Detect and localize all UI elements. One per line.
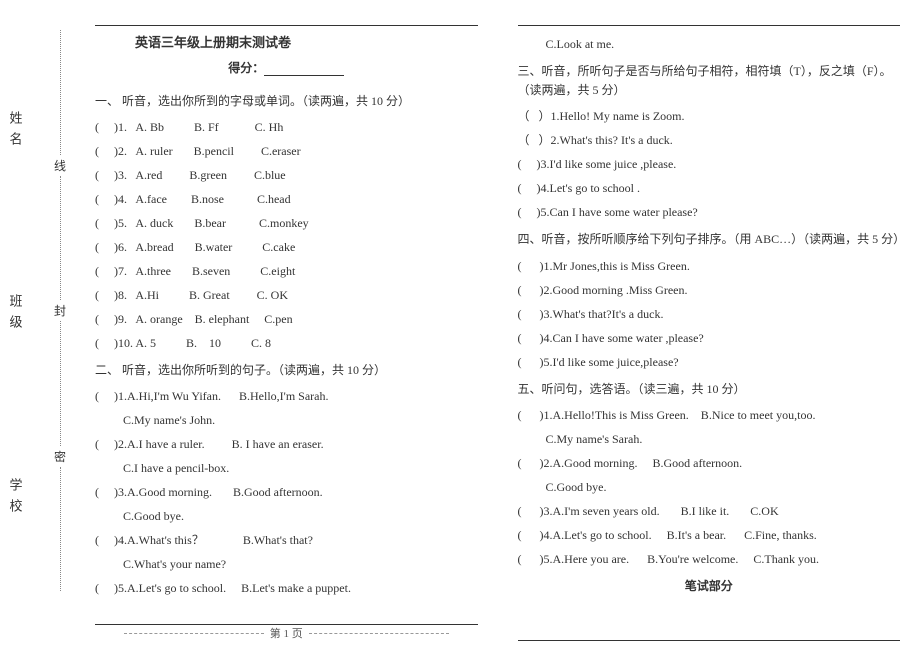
q: ( )4. A.face B.nose C.head — [95, 190, 478, 208]
q: ( )5.Can I have some water please? — [518, 203, 901, 221]
q: ( )3.What's that?It's a duck. — [518, 305, 901, 323]
q: ( )5.A.Here you are. B.You're welcome. C… — [518, 550, 901, 568]
label-school: 学校 — [6, 478, 25, 520]
right-column: C.Look at me. 三、听音，所听句子是否与所给句子相符，相符填（T），… — [518, 25, 901, 641]
q: ( )1.Mr Jones,this is Miss Green. — [518, 257, 901, 275]
q: ( )1. A. Bb B. Ff C. Hh — [95, 118, 478, 136]
fold-char: 封 — [54, 302, 66, 319]
q: ( )10. A. 5 B. 10 C. 8 — [95, 334, 478, 352]
q: ( )3.A.I'm seven years old. B.I like it.… — [518, 502, 901, 520]
q: ( )2.A.I have a ruler. B. I have an eras… — [95, 435, 478, 453]
q: ( )1.A.Hello!This is Miss Green. B.Nice … — [518, 406, 901, 424]
q-sub: C.My name's Sarah. — [546, 430, 901, 448]
q: ( )9. A. orange B. elephant C.pen — [95, 310, 478, 328]
q: ( )2.A.Good morning. B.Good afternoon. — [518, 454, 901, 472]
q: ( )5. A. duck B.bear C.monkey — [95, 214, 478, 232]
q: ( )2.Good morning .Miss Green. — [518, 281, 901, 299]
score-line: 得分： — [95, 59, 478, 76]
q-sub: C.Look at me. — [546, 35, 901, 53]
q: ( )8. A.Hi B. Great C. OK — [95, 286, 478, 304]
page-number: 第 1 页 — [270, 625, 303, 641]
q: ( )2. A. ruler B.pencil C.eraser — [95, 142, 478, 160]
section1-head: 一、 听音，选出你所到的字母或单词。（读两遍，共 10 分） — [95, 92, 478, 111]
q: ( )4.Let's go to school . — [518, 179, 901, 197]
label-name: 姓名 — [6, 111, 25, 153]
q: （ ）1.Hello! My name is Zoom. — [518, 107, 901, 125]
q: ( )4.A.Let's go to school. B.It's a bear… — [518, 526, 901, 544]
label-class: 班级 — [6, 294, 25, 336]
sidebar-labels: 姓名 班级 学校 — [0, 0, 30, 651]
q: ( )3.A.Good morning. B.Good afternoon. — [95, 483, 478, 501]
q: ( )1.A.Hi,I'm Wu Yifan. B.Hello,I'm Sara… — [95, 387, 478, 405]
section4-head: 四、听音，按所听顺序给下列句子排序。（用 ABC…）（读两遍，共 5 分） — [518, 230, 901, 249]
sidebar-fold-line: 线 封 密 — [30, 0, 90, 651]
q: ( )7. A.three B.seven C.eight — [95, 262, 478, 280]
page-footer-right — [518, 638, 901, 641]
fold-char: 线 — [54, 157, 66, 174]
q: ( )6. A.bread B.water C.cake — [95, 238, 478, 256]
q: （ ）2.What's this? It's a duck. — [518, 131, 901, 149]
score-label: 得分： — [228, 61, 264, 75]
page-content: 英语三年级上册期末测试卷 得分： 一、 听音，选出你所到的字母或单词。（读两遍，… — [95, 25, 900, 641]
section5-head: 五、听问句，选答语。（读三遍，共 10 分） — [518, 380, 901, 399]
q: ( )4.Can I have some water ,please? — [518, 329, 901, 347]
fold-char: 密 — [54, 448, 66, 465]
left-column: 英语三年级上册期末测试卷 得分： 一、 听音，选出你所到的字母或单词。（读两遍，… — [95, 25, 478, 641]
binding-sidebar: 姓名 班级 学校 线 封 密 — [0, 0, 90, 651]
exam-title: 英语三年级上册期末测试卷 — [95, 32, 478, 51]
section3-head: 三、听音，所听句子是否与所给句子相符，相符填（T），反之填（F）。（读两遍，共 … — [518, 62, 901, 100]
q-sub: C.Good bye. — [123, 507, 478, 525]
q: ( )3. A.red B.green C.blue — [95, 166, 478, 184]
q: ( )3.I'd like some juice ,please. — [518, 155, 901, 173]
q-sub: C.Good bye. — [546, 478, 901, 496]
q: ( )5.I'd like some juice,please? — [518, 353, 901, 371]
section2-head: 二、 听音，选出你所听到的句子。（读两遍，共 10 分） — [95, 361, 478, 380]
q-sub: C.My name's John. — [123, 411, 478, 429]
q-sub: C.I have a pencil-box. — [123, 459, 478, 477]
written-part-heading: 笔试部分 — [518, 577, 901, 594]
q-sub: C.What's your name? — [123, 555, 478, 573]
q: ( )5.A.Let's go to school. B.Let's make … — [95, 579, 478, 597]
q: ( )4.A.What's this？ B.What's that? — [95, 531, 478, 549]
page-footer: 第 1 页 — [95, 622, 478, 641]
